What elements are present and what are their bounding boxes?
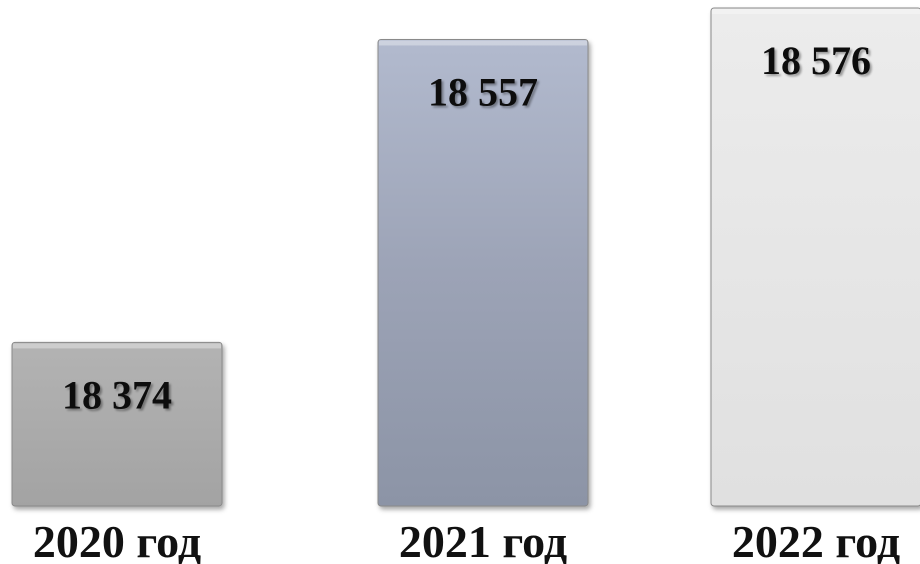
bar-highlight xyxy=(712,9,920,14)
bar-1 xyxy=(11,341,223,507)
category-label: 2021 год xyxy=(399,516,567,564)
bar-value-label: 18 576 xyxy=(761,38,871,83)
category-label: 2022 год xyxy=(732,516,900,564)
bar-value-label: 18 557 xyxy=(428,69,538,114)
category-label: 2020 год xyxy=(33,516,201,564)
bar-highlight xyxy=(379,40,587,46)
bar-2 xyxy=(377,38,589,507)
bar-highlight xyxy=(13,343,221,349)
bar-3 xyxy=(710,7,920,507)
bar-value-label: 18 374 xyxy=(62,372,172,417)
